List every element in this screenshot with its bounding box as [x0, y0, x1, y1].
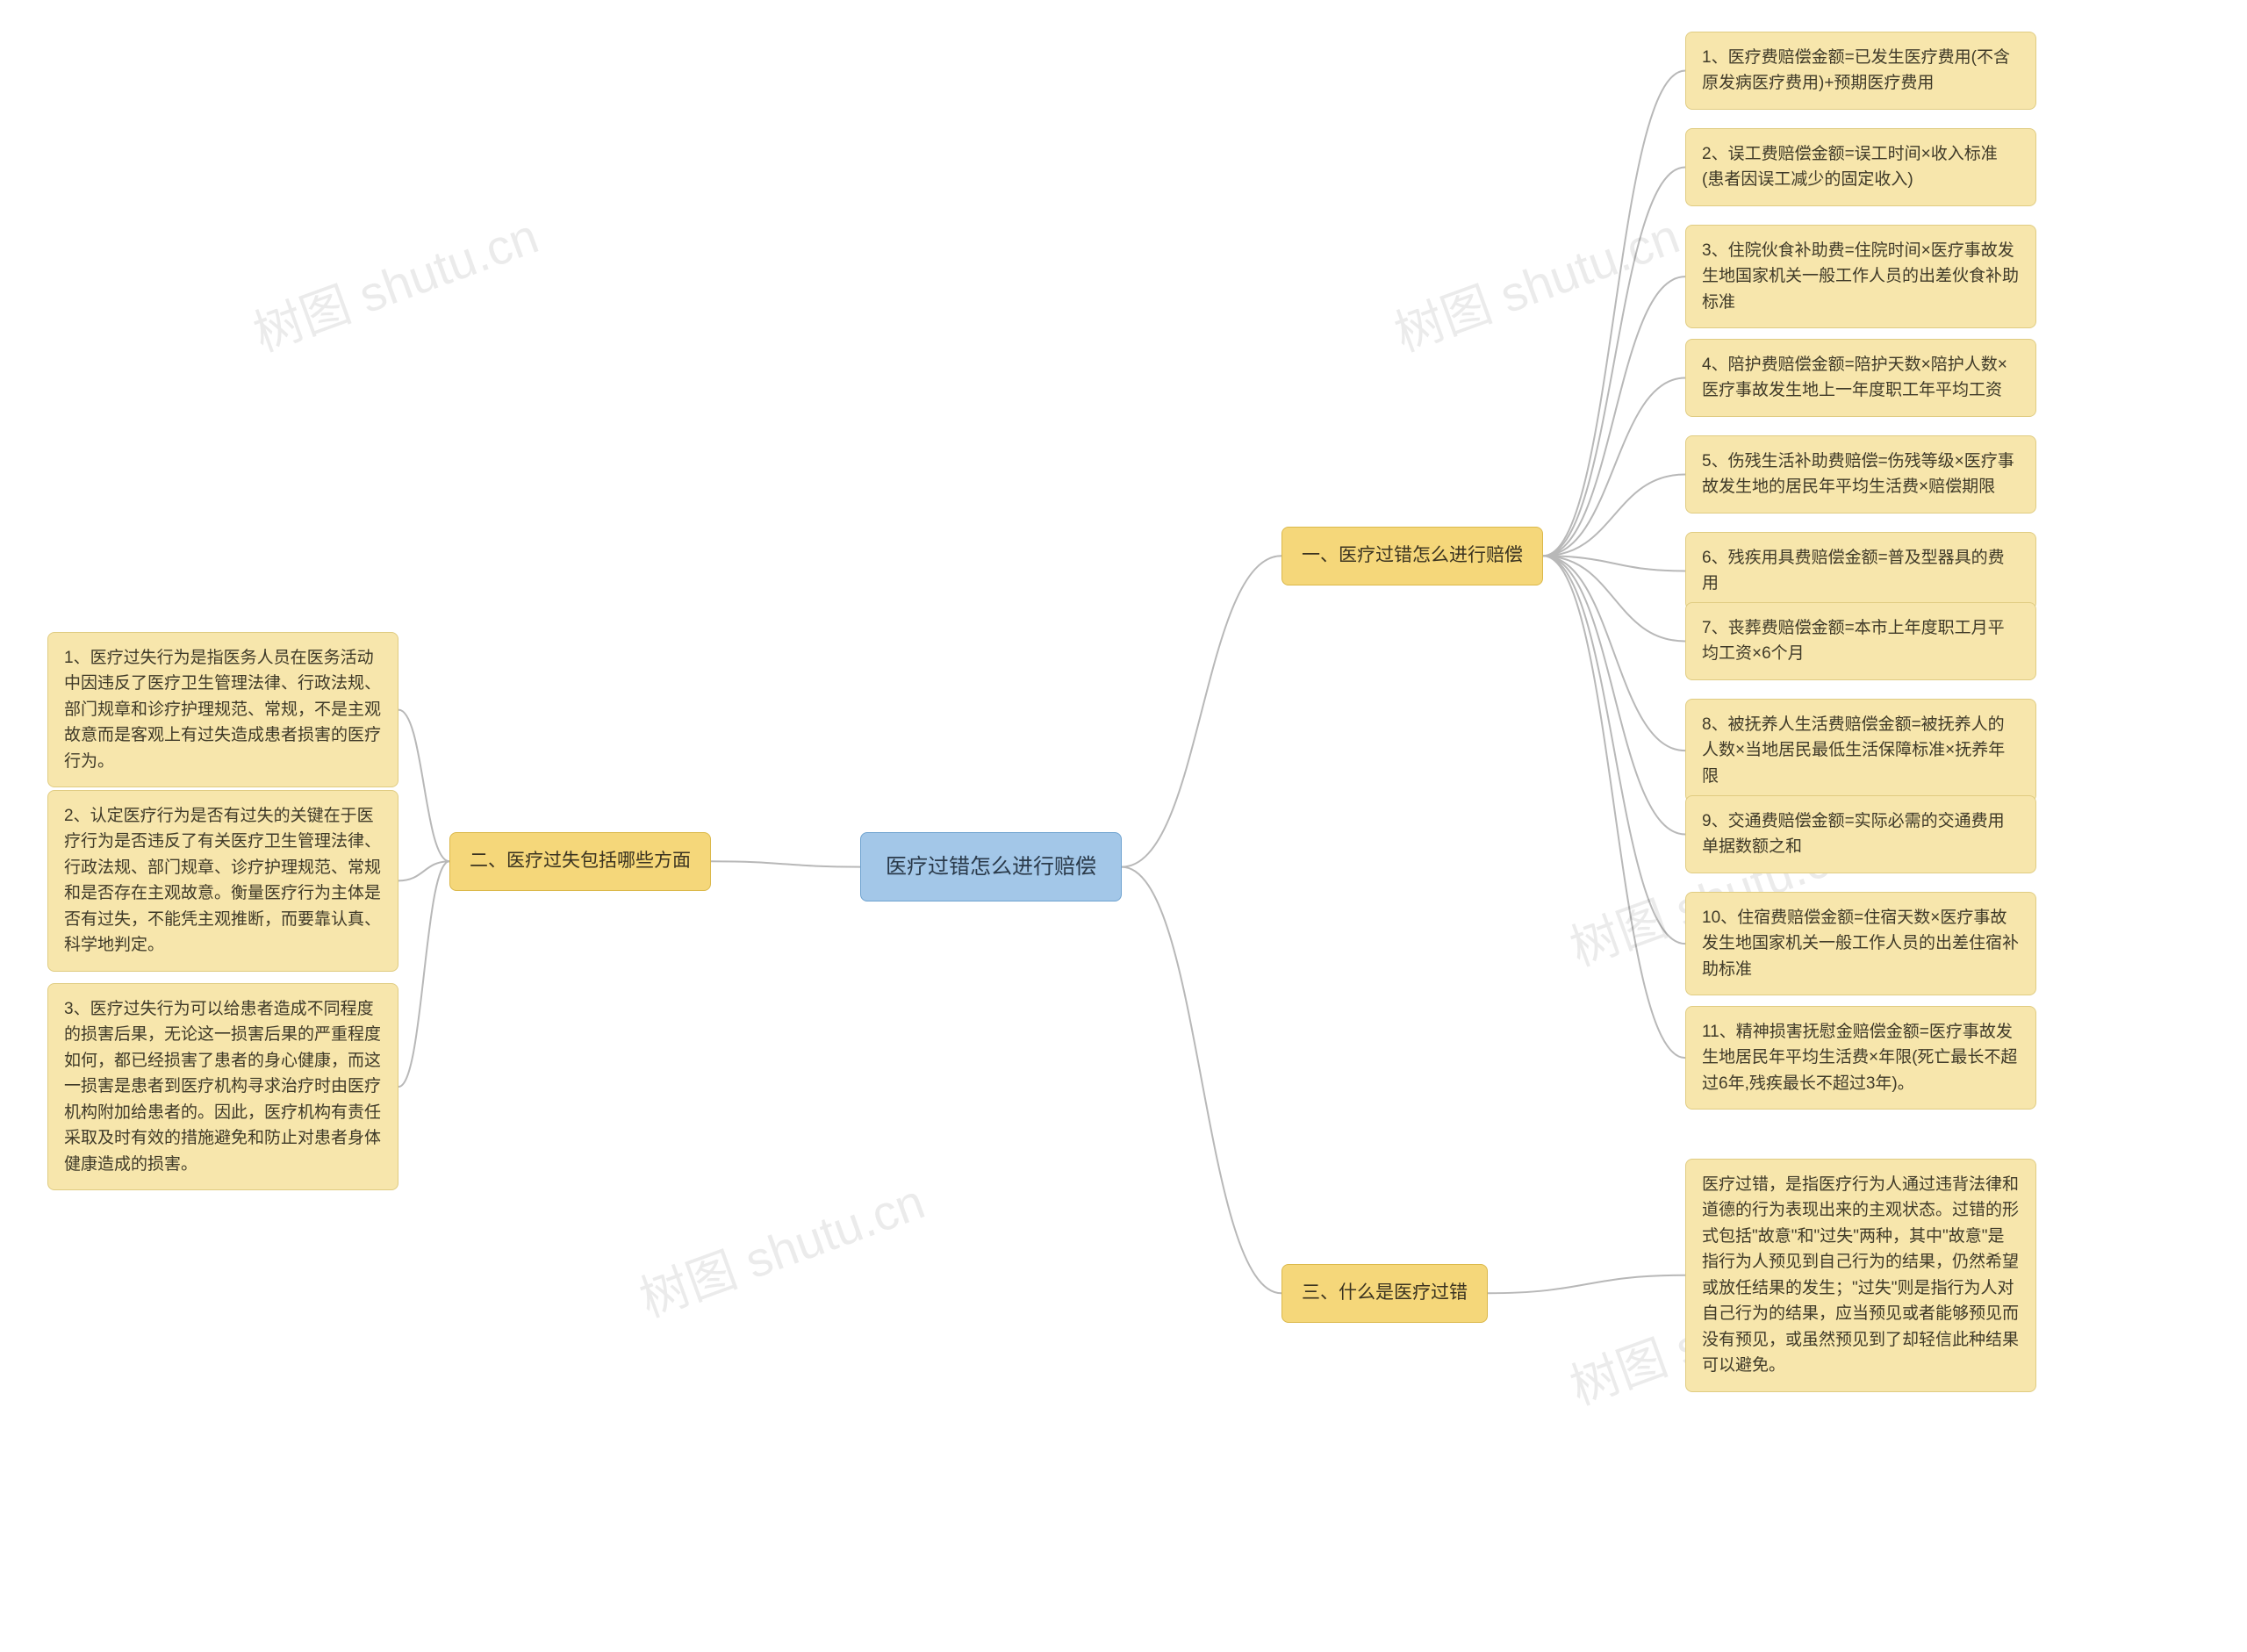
branch-node: 三、什么是医疗过错	[1281, 1264, 1488, 1323]
leaf-node: 2、认定医疗行为是否有过失的关键在于医疗行为是否违反了有关医疗卫生管理法律、行政…	[47, 790, 398, 972]
leaf-node: 6、残疾用具费赔偿金额=普及型器具的费用	[1685, 532, 2036, 610]
watermark: 树图 shutu.cn	[242, 197, 547, 365]
leaf-node: 11、精神损害抚慰金赔偿金额=医疗事故发生地居民年平均生活费×年限(死亡最长不超…	[1685, 1006, 2036, 1110]
leaf-node: 8、被抚养人生活费赔偿金额=被抚养人的人数×当地居民最低生活保障标准×抚养年限	[1685, 699, 2036, 802]
leaf-node: 医疗过错，是指医疗行为人通过违背法律和道德的行为表现出来的主观状态。过错的形式包…	[1685, 1159, 2036, 1392]
watermark: 树图 shutu.cn	[628, 1162, 933, 1331]
leaf-node: 3、医疗过失行为可以给患者造成不同程度的损害后果，无论这一损害后果的严重程度如何…	[47, 983, 398, 1190]
root-node: 医疗过错怎么进行赔偿	[860, 832, 1122, 901]
branch-node: 一、医疗过错怎么进行赔偿	[1281, 527, 1543, 585]
leaf-node: 1、医疗过失行为是指医务人员在医务活动中因违反了医疗卫生管理法律、行政法规、部门…	[47, 632, 398, 787]
leaf-node: 5、伤残生活补助费赔偿=伤残等级×医疗事故发生地的居民年平均生活费×赔偿期限	[1685, 435, 2036, 514]
leaf-node: 7、丧葬费赔偿金额=本市上年度职工月平均工资×6个月	[1685, 602, 2036, 680]
leaf-node: 3、住院伙食补助费=住院时间×医疗事故发生地国家机关一般工作人员的出差伙食补助标…	[1685, 225, 2036, 328]
leaf-node: 1、医疗费赔偿金额=已发生医疗费用(不含原发病医疗费用)+预期医疗费用	[1685, 32, 2036, 110]
leaf-node: 9、交通费赔偿金额=实际必需的交通费用单据数额之和	[1685, 795, 2036, 873]
branch-node: 二、医疗过失包括哪些方面	[449, 832, 711, 891]
leaf-node: 2、误工费赔偿金额=误工时间×收入标准(患者因误工减少的固定收入)	[1685, 128, 2036, 206]
leaf-node: 10、住宿费赔偿金额=住宿天数×医疗事故发生地国家机关一般工作人员的出差住宿补助…	[1685, 892, 2036, 995]
leaf-node: 4、陪护费赔偿金额=陪护天数×陪护人数×医疗事故发生地上一年度职工年平均工资	[1685, 339, 2036, 417]
watermark: 树图 shutu.cn	[1383, 197, 1688, 365]
